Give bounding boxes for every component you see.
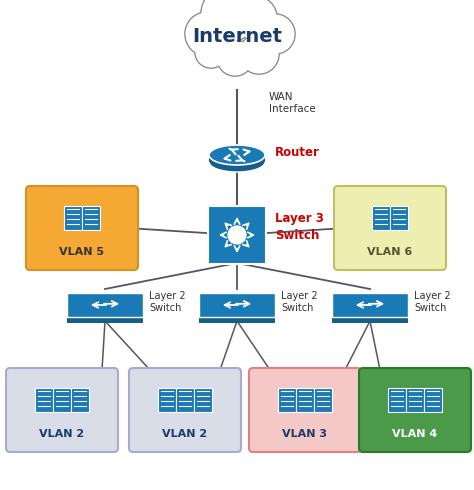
FancyBboxPatch shape [82,206,100,230]
Text: Layer 2
Switch: Layer 2 Switch [149,291,186,313]
Text: Layer 2
Switch: Layer 2 Switch [281,291,318,313]
Text: WAN
Interface: WAN Interface [269,92,316,114]
FancyBboxPatch shape [158,388,176,412]
Circle shape [185,13,228,55]
Circle shape [201,0,256,42]
FancyBboxPatch shape [194,388,212,412]
FancyBboxPatch shape [332,293,408,317]
FancyBboxPatch shape [334,186,446,270]
Circle shape [217,40,253,76]
FancyBboxPatch shape [67,299,143,323]
FancyBboxPatch shape [390,206,408,230]
Circle shape [233,0,277,40]
FancyBboxPatch shape [67,293,143,317]
Text: VLAN 3: VLAN 3 [283,429,328,439]
Circle shape [195,36,227,68]
FancyBboxPatch shape [71,388,89,412]
FancyBboxPatch shape [129,368,241,452]
Circle shape [239,34,279,74]
Text: VLAN 4: VLAN 4 [392,429,438,439]
FancyBboxPatch shape [209,155,265,162]
FancyBboxPatch shape [26,186,138,270]
FancyBboxPatch shape [176,388,194,412]
FancyBboxPatch shape [208,206,266,264]
Text: Layer 2
Switch: Layer 2 Switch [414,291,451,313]
FancyBboxPatch shape [278,388,296,412]
FancyBboxPatch shape [53,388,71,412]
Text: Layer 3
Switch: Layer 3 Switch [275,212,324,242]
Circle shape [185,12,229,56]
FancyBboxPatch shape [199,293,275,317]
FancyBboxPatch shape [199,299,275,323]
Circle shape [201,0,257,42]
Circle shape [218,41,253,75]
FancyBboxPatch shape [332,299,408,323]
Text: VLAN 5: VLAN 5 [60,247,104,257]
FancyBboxPatch shape [424,388,442,412]
FancyBboxPatch shape [388,388,406,412]
Circle shape [239,34,279,74]
Circle shape [228,226,246,244]
FancyBboxPatch shape [372,206,390,230]
FancyBboxPatch shape [35,388,53,412]
Circle shape [234,0,276,40]
FancyBboxPatch shape [249,368,361,452]
Circle shape [195,36,227,68]
FancyBboxPatch shape [64,206,82,230]
FancyBboxPatch shape [314,388,332,412]
Ellipse shape [209,145,265,165]
FancyBboxPatch shape [296,388,314,412]
Ellipse shape [209,152,265,172]
FancyBboxPatch shape [359,368,471,452]
FancyBboxPatch shape [406,388,424,412]
Circle shape [255,14,295,54]
Text: VLAN 6: VLAN 6 [367,247,413,257]
Text: VLAN 2: VLAN 2 [163,429,208,439]
Text: Internet: Internet [192,27,282,47]
Circle shape [255,15,294,53]
Text: Router: Router [275,147,320,160]
FancyBboxPatch shape [6,368,118,452]
Text: VLAN 2: VLAN 2 [39,429,84,439]
